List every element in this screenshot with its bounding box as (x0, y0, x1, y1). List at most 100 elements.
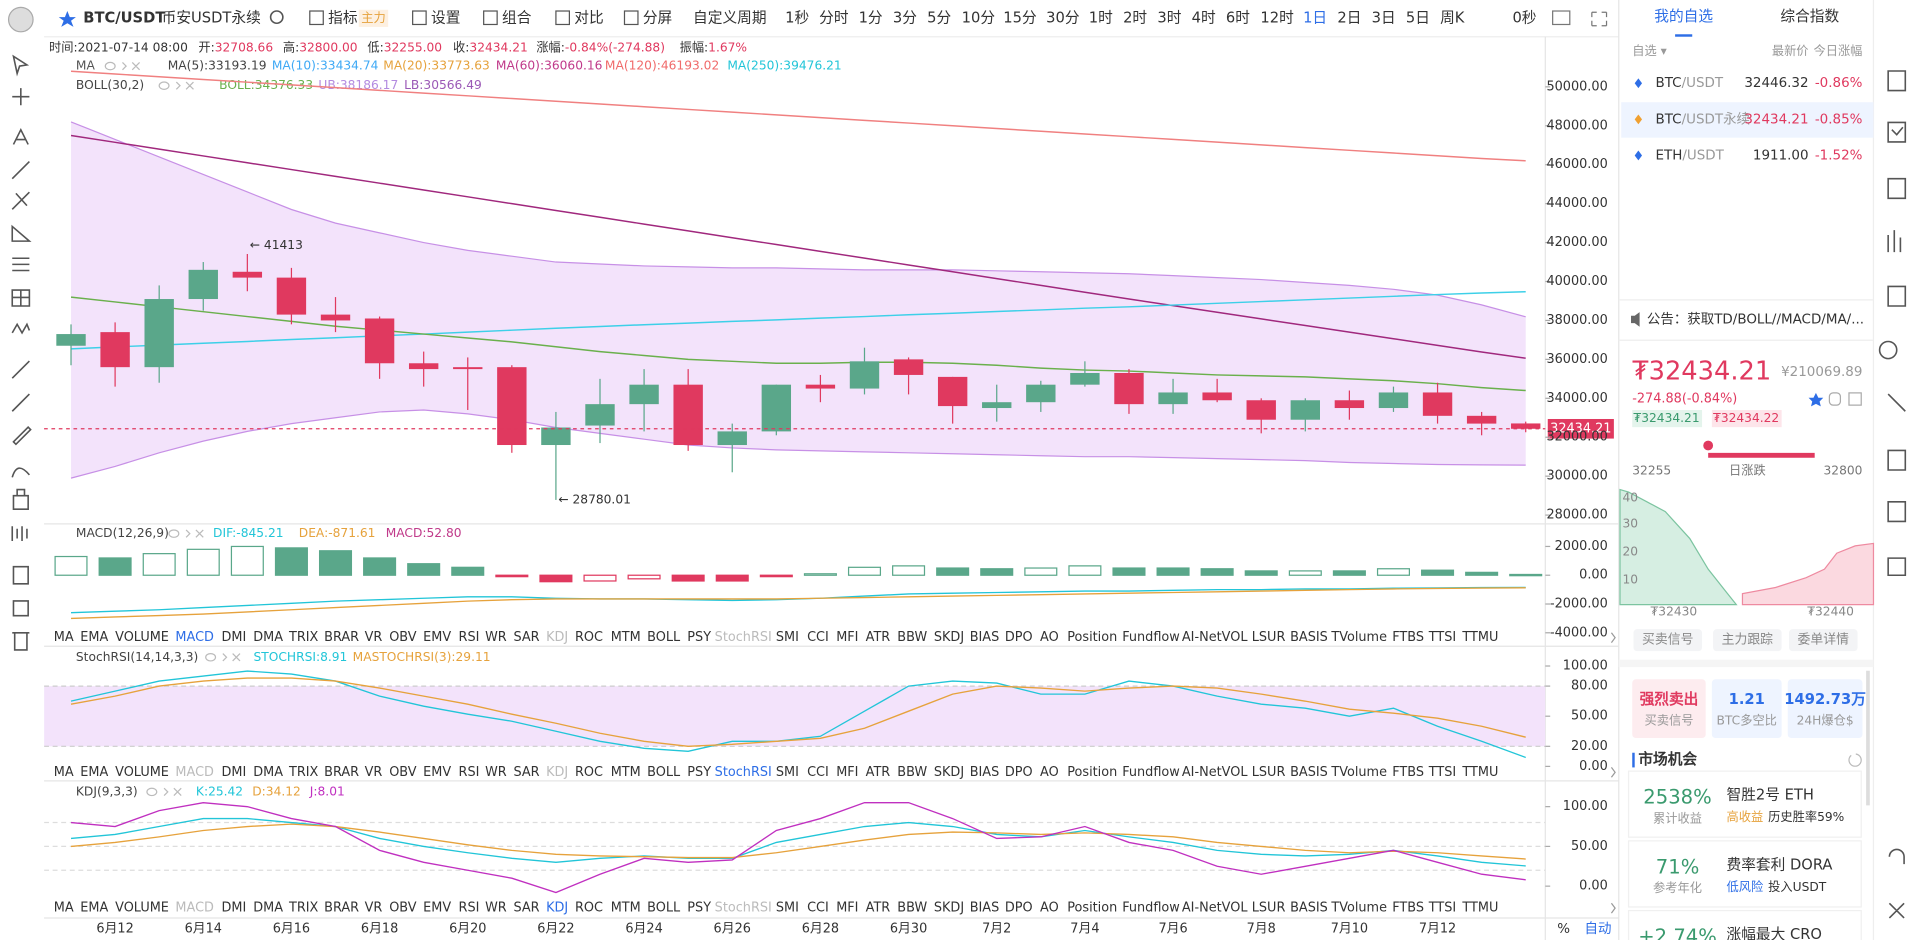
symbol[interactable]: BTC/USDT (83, 9, 165, 26)
indicator-tab[interactable]: ROC (575, 765, 603, 780)
indicator-tab[interactable]: VOLUME (115, 765, 169, 780)
indicator-tab[interactable]: ATR (866, 901, 891, 916)
period-option[interactable]: 1秒 (785, 9, 809, 26)
indicator-tab[interactable]: FTBS (1392, 765, 1424, 780)
indicator-tab[interactable]: SMI (776, 630, 799, 645)
indicator-tab[interactable]: AI-NetVOL (1182, 765, 1248, 780)
indicator-tab[interactable]: DPO (1005, 901, 1033, 916)
indicator-tab[interactable]: DMA (253, 765, 283, 780)
panel-tab[interactable]: 综合指数 (1780, 8, 1839, 25)
legend-icons[interactable] (146, 787, 182, 797)
button-bg[interactable] (1713, 629, 1782, 652)
indicator-tab[interactable]: ATR (866, 765, 891, 780)
indicator-tab[interactable]: Fundflow (1122, 901, 1180, 916)
indicator-tab[interactable]: Fundflow (1122, 630, 1180, 645)
indicator-tab[interactable]: LSUR (1252, 630, 1286, 645)
indicator-tab[interactable]: ROC (575, 901, 603, 916)
indicator-tab[interactable]: BIAS (970, 765, 1000, 780)
indicator-tab[interactable]: FTBS (1392, 901, 1424, 916)
indicator-tab[interactable]: Fundflow (1122, 765, 1180, 780)
indicator-tab[interactable]: AI-NetVOL (1182, 630, 1248, 645)
fullscreen-icon[interactable] (1591, 11, 1608, 27)
button-bg[interactable] (1788, 629, 1858, 652)
period-option[interactable]: 分时 (819, 9, 849, 26)
tabs-arrow[interactable] (1610, 632, 1616, 643)
indicator-tab[interactable]: EMV (423, 630, 451, 645)
indicator-tab[interactable]: SKDJ (934, 765, 964, 780)
legend-icons[interactable] (205, 653, 241, 662)
period-option[interactable]: 3日 (1372, 9, 1396, 26)
indicator-tab[interactable]: EMV (423, 901, 451, 916)
toolbar-item[interactable]: 对比 (574, 9, 603, 26)
indicator-tab[interactable]: MA (54, 630, 74, 645)
period-option[interactable]: 1分 (859, 9, 883, 26)
indicator-tab[interactable]: KDJ (546, 765, 568, 780)
period-option[interactable]: 6时 (1226, 9, 1250, 26)
indicator-tab[interactable]: MFI (836, 630, 858, 645)
indicator-tab[interactable]: StochRSI (715, 901, 772, 916)
list-header[interactable]: 自选 ▾ (1632, 44, 1667, 58)
indicator-tab[interactable]: TVolume (1330, 765, 1387, 780)
indicator-tab[interactable]: DPO (1005, 630, 1033, 645)
legend-icons[interactable] (168, 529, 204, 538)
camera-icon[interactable] (1552, 10, 1571, 26)
indicator-tab[interactable]: VR (365, 901, 383, 916)
indicator-tab[interactable]: BRAR (324, 765, 359, 780)
indicator-tab[interactable]: PSY (687, 630, 711, 645)
indicator-tab[interactable]: WR (485, 765, 507, 780)
indicator-tab[interactable]: BOLL (647, 765, 681, 780)
legend-icons[interactable] (158, 81, 194, 90)
indicator-tab[interactable]: CCI (807, 901, 829, 916)
opportunity-card[interactable] (1627, 770, 1862, 838)
indicator-tab[interactable]: TTMU (1461, 630, 1498, 645)
indicator-tab[interactable]: BBW (897, 630, 927, 645)
indicator-tab[interactable]: SKDJ (934, 630, 964, 645)
indicator-tab[interactable]: MTM (611, 630, 641, 645)
period-option[interactable]: 4时 (1192, 9, 1216, 26)
indicator-tab[interactable]: MA (54, 765, 74, 780)
watch-symbol[interactable]: BTC/USDT永续 (1656, 111, 1750, 127)
refresh-icon[interactable] (1848, 753, 1862, 767)
indicator-tab[interactable]: SKDJ (934, 901, 964, 916)
indicator-tab[interactable]: EMA (80, 630, 108, 645)
period-option[interactable]: 15分 (1003, 9, 1037, 26)
indicator-tab[interactable]: WR (485, 901, 507, 916)
card-bg[interactable] (1632, 679, 1706, 739)
indicator-tab[interactable]: MACD (175, 630, 214, 645)
indicator-tab[interactable]: StochRSI (715, 765, 772, 780)
favorite-star[interactable] (58, 11, 76, 27)
period-option[interactable]: 2时 (1123, 9, 1147, 26)
toolbar-item[interactable]: 设置 (431, 9, 460, 26)
indicator-tab[interactable]: TRIX (288, 901, 319, 916)
indicator-tab[interactable]: DMA (253, 630, 283, 645)
panel-tab[interactable]: 我的自选 (1654, 8, 1713, 25)
indicator-tab[interactable]: VR (365, 630, 383, 645)
search-icon[interactable] (269, 10, 284, 25)
legend-icons[interactable] (104, 61, 141, 71)
period-option[interactable]: 1日 (1303, 9, 1327, 26)
period-option[interactable]: 2日 (1337, 9, 1361, 26)
period-option[interactable]: 3分 (893, 9, 917, 26)
indicator-tab[interactable]: TRIX (288, 765, 319, 780)
tabs-arrow[interactable] (1610, 767, 1616, 778)
period-option[interactable]: 1时 (1089, 9, 1113, 26)
indicator-tab[interactable]: MTM (611, 765, 641, 780)
period-option[interactable]: 30分 (1046, 9, 1080, 26)
indicator-tab[interactable]: BIAS (970, 630, 1000, 645)
indicator-tab[interactable]: BBW (897, 765, 927, 780)
period-option[interactable]: 3时 (1157, 9, 1181, 26)
indicator-tab[interactable]: LSUR (1252, 765, 1286, 780)
indicator-tab[interactable]: AI-NetVOL (1182, 901, 1248, 916)
indicator-tab[interactable]: ROC (575, 630, 603, 645)
indicator-tab[interactable]: BRAR (324, 630, 359, 645)
indicator-tab[interactable]: RSI (459, 765, 480, 780)
indicator-tab[interactable]: OBV (389, 630, 417, 645)
indicator-tab[interactable]: CCI (807, 630, 829, 645)
panel-button[interactable]: 主力跟踪 (1722, 633, 1774, 648)
announcement[interactable]: 公告：获取TD/BOLL//MACD/MA/... (1647, 311, 1864, 327)
indicator-tab[interactable]: BIAS (970, 901, 1000, 916)
indicator-tab[interactable]: SAR (513, 901, 539, 916)
tabs-arrow[interactable] (1610, 902, 1616, 914)
percent-toggle[interactable]: % (1557, 922, 1570, 937)
button-bg[interactable] (1633, 629, 1703, 652)
